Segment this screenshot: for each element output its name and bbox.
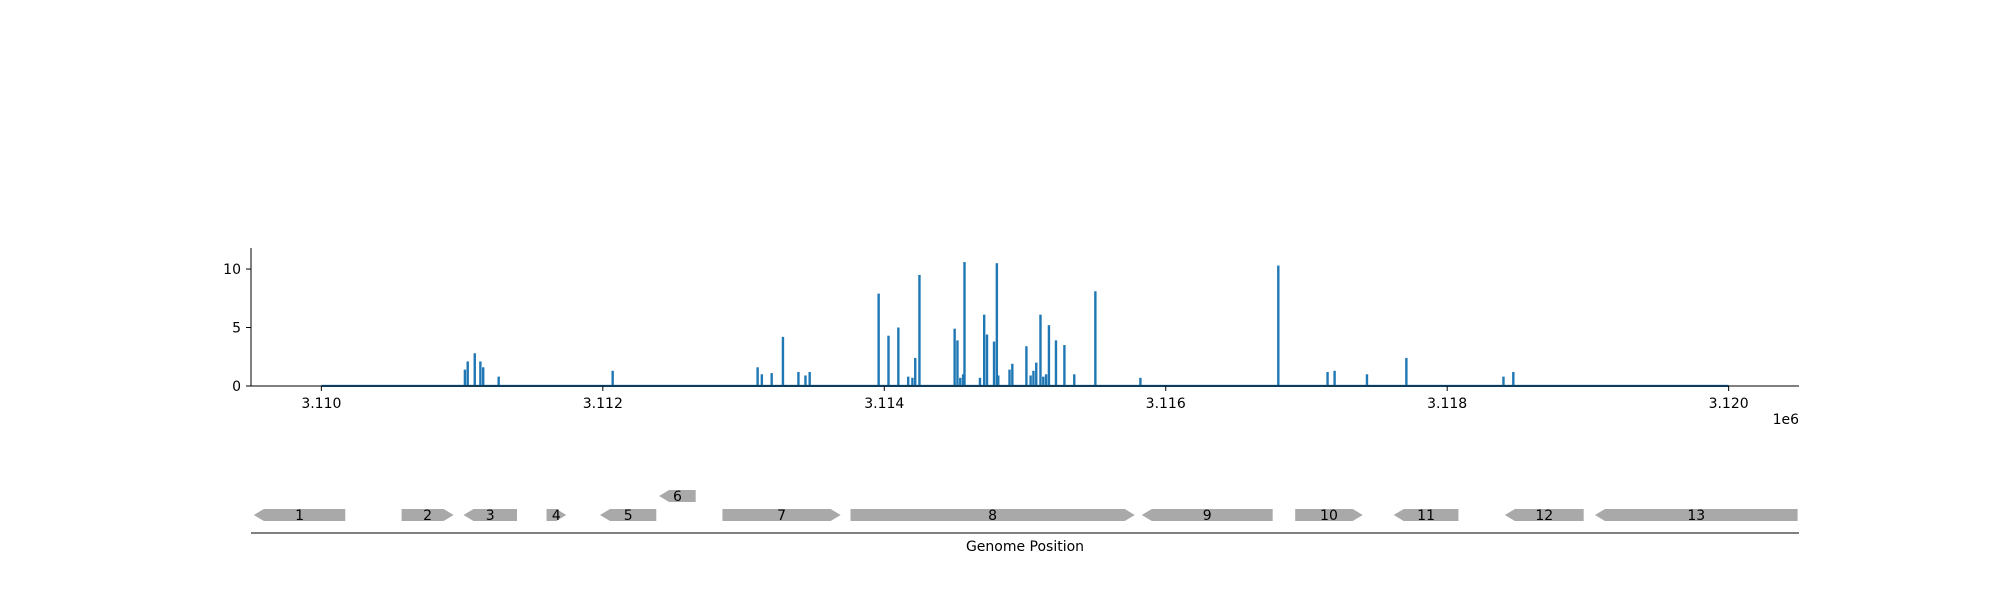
gene-label: 2 xyxy=(423,508,432,524)
coverage-bar xyxy=(1326,371,1329,386)
coverage-panel: 3.110 3.112 3.114 3.116 3.118 3.120 0 5 10 1e6 xyxy=(223,248,1799,428)
x-tick-label: 3.110 xyxy=(301,396,341,412)
coverage-bar xyxy=(1365,374,1369,386)
y-ticks: 0 5 10 xyxy=(223,262,251,395)
coverage-bar xyxy=(982,314,986,386)
x-tick-label: 3.120 xyxy=(1709,396,1749,412)
gene-arrow xyxy=(401,509,454,521)
gene-label: 7 xyxy=(777,508,786,524)
coverage-bar xyxy=(497,376,500,386)
coverage-bar xyxy=(1073,374,1076,386)
gene-arrows: 1 2 3 4 567 8 9 10 11 12 13 xyxy=(253,489,1798,524)
gene-arrow xyxy=(600,509,657,521)
coverage-bar xyxy=(1047,325,1051,386)
coverage-bar xyxy=(956,340,959,386)
coverage-bar xyxy=(906,376,910,386)
gene-label: 12 xyxy=(1535,508,1553,524)
gene-track-x-label: Genome Position xyxy=(966,539,1084,555)
gene-label: 1 xyxy=(295,508,304,524)
coverage-bar xyxy=(959,377,962,386)
coverage-bar xyxy=(1008,369,1011,386)
y-tick-label: 0 xyxy=(232,379,241,395)
coverage-bar xyxy=(995,263,999,386)
coverage-bar xyxy=(473,353,476,386)
coverage-bar xyxy=(1039,314,1042,386)
coverage-bar xyxy=(808,371,811,386)
x-tick-label: 3.112 xyxy=(583,396,623,412)
x-tick-label: 3.114 xyxy=(864,396,904,412)
x-ticks: 3.110 3.112 3.114 3.116 3.118 3.120 xyxy=(301,386,1749,412)
coverage-bar xyxy=(985,334,989,386)
coverage-bar xyxy=(804,375,807,386)
y-tick-label: 10 xyxy=(223,262,241,278)
x-tick-label: 3.116 xyxy=(1146,396,1186,412)
coverage-bar xyxy=(978,377,982,386)
coverage-bar xyxy=(1011,363,1014,386)
coverage-bar xyxy=(997,375,1000,386)
coverage-bar xyxy=(1029,375,1032,386)
coverage-bar xyxy=(756,367,759,386)
coverage-bar xyxy=(611,370,614,386)
gene-label: 9 xyxy=(1203,508,1212,524)
coverage-bar xyxy=(1333,370,1336,386)
gene-label: 3 xyxy=(486,508,495,524)
coverage-bar xyxy=(961,374,965,386)
coverage-bar xyxy=(1032,370,1035,386)
coverage-bar xyxy=(1502,376,1505,386)
coverage-bar xyxy=(992,341,996,386)
gene-label: 11 xyxy=(1417,508,1435,524)
gene-label: 4 xyxy=(552,508,561,524)
coverage-bar xyxy=(770,373,773,386)
gene-arrow xyxy=(850,509,1135,521)
y-tick-label: 5 xyxy=(232,321,241,337)
coverage-bar xyxy=(911,377,914,386)
gene-arrow xyxy=(1295,509,1363,521)
coverage-bar xyxy=(963,262,966,386)
gene-arrow xyxy=(546,509,567,521)
coverage-bar xyxy=(479,361,482,386)
gene-label: 13 xyxy=(1687,508,1705,524)
gene-arrow xyxy=(722,509,841,521)
gene-label: 8 xyxy=(988,508,997,524)
coverage-bar xyxy=(1063,345,1066,386)
coverage-bar xyxy=(466,361,469,386)
coverage-bar xyxy=(1277,265,1280,386)
coverage-bar xyxy=(797,371,800,386)
gene-arrow xyxy=(1504,509,1584,521)
coverage-bar xyxy=(1025,346,1028,386)
coverage-bar xyxy=(918,274,921,386)
gene-arrow xyxy=(1393,509,1459,521)
coverage-bar xyxy=(914,357,917,386)
gene-label: 6 xyxy=(673,489,682,505)
coverage-bar xyxy=(1094,291,1097,386)
gene-label: 10 xyxy=(1320,508,1338,524)
coverage-bar xyxy=(953,328,956,386)
gene-arrow xyxy=(659,490,696,502)
coverage-bar xyxy=(1139,377,1142,386)
coverage-bar xyxy=(1035,362,1038,386)
coverage-bar xyxy=(1044,374,1048,386)
coverage-bar xyxy=(463,369,467,386)
coverage-bars xyxy=(463,262,1515,386)
coverage-bar xyxy=(781,336,785,386)
coverage-bar xyxy=(1405,357,1408,386)
gene-arrow xyxy=(463,509,517,521)
coverage-bar xyxy=(877,293,880,386)
x-axis-offset-label: 1e6 xyxy=(1773,412,1800,428)
gene-arrow xyxy=(253,509,346,521)
coverage-bar xyxy=(1054,340,1058,386)
coverage-bar xyxy=(1512,371,1515,386)
coverage-bar xyxy=(760,374,764,386)
coverage-bar xyxy=(1042,376,1045,386)
gene-label: 5 xyxy=(624,508,633,524)
coverage-bar xyxy=(897,327,900,386)
coverage-bar xyxy=(482,367,485,386)
coverage-bar xyxy=(887,335,890,386)
gene-arrow xyxy=(1594,509,1798,521)
x-tick-label: 3.118 xyxy=(1427,396,1467,412)
gene-arrow xyxy=(1141,509,1273,521)
gene-track-panel: 1 2 3 4 567 8 9 10 11 12 13 Genome Position xyxy=(251,489,1799,555)
